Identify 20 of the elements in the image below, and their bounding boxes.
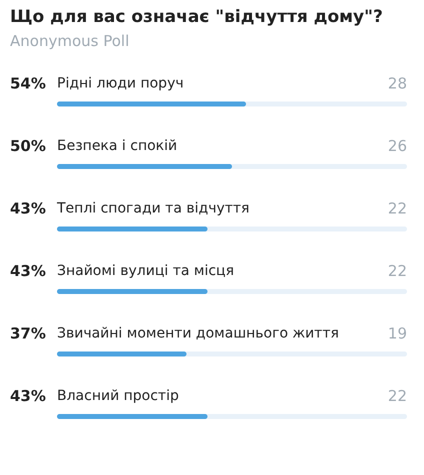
annotation: 28 <box>388 74 407 92</box>
data-label: 43% <box>10 199 46 218</box>
chart-subtitle: Anonymous Poll <box>10 32 130 50</box>
y-tick-label: Теплі спогади та відчуття <box>56 200 250 216</box>
data-label: 54% <box>10 74 46 92</box>
annotation: 22 <box>388 199 407 218</box>
chart-title: Що для вас означає "відчуття дому"? <box>10 7 383 27</box>
y-tick-label: Безпека і спокій <box>57 138 178 154</box>
y-tick-label: Знайомі вулиці та місця <box>57 262 234 279</box>
annotation: 19 <box>388 324 407 342</box>
y-tick-label: Звичайні моменти домашнього життя <box>57 325 339 342</box>
data-label: 50% <box>10 136 46 155</box>
annotation: 22 <box>388 386 407 405</box>
y-tick-label: Власний простір <box>57 388 179 404</box>
data-label: 43% <box>10 386 46 405</box>
annotation: 26 <box>388 136 407 155</box>
data-label: 43% <box>10 262 46 280</box>
annotation: 22 <box>388 262 407 280</box>
data-label: 37% <box>10 324 46 342</box>
y-tick-label: Рідні люди поруч <box>57 75 184 92</box>
